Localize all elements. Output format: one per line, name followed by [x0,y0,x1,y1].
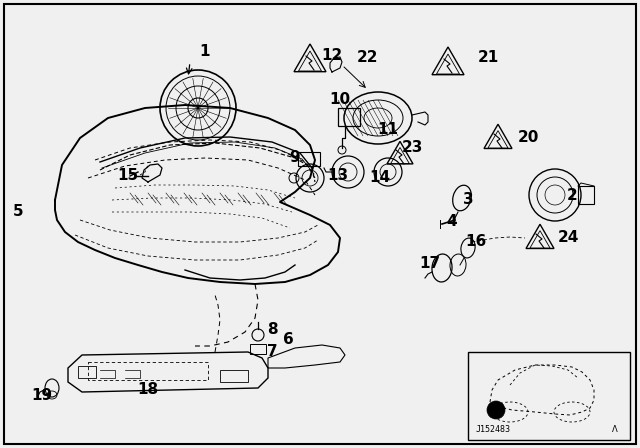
Bar [88,362,208,380]
Text: 15: 15 [117,168,139,182]
Text: 7: 7 [267,345,277,359]
Text: 6: 6 [283,332,293,348]
Text: 2: 2 [566,188,577,202]
Bar [468,352,630,440]
Bar [220,370,248,382]
Bar [250,344,266,354]
Text: 1: 1 [200,44,211,60]
Text: 4: 4 [447,215,458,229]
Text: 16: 16 [465,234,486,250]
Text: 8: 8 [267,323,277,337]
Text: 5: 5 [13,204,23,220]
Circle shape [487,401,505,419]
Text: 3: 3 [463,193,474,207]
Text: 24: 24 [557,231,579,246]
Text: 13: 13 [328,168,349,182]
Text: J152483: J152483 [476,425,511,434]
Text: 18: 18 [138,383,159,397]
Bar [298,152,320,166]
Text: 10: 10 [330,92,351,108]
Text: 9: 9 [290,151,300,165]
Text: Λ: Λ [612,425,618,434]
Text: 14: 14 [369,171,390,185]
Bar [78,366,96,378]
Bar [578,186,594,204]
Text: 19: 19 [31,388,52,402]
Text: 23: 23 [401,141,422,155]
Text: 21: 21 [477,51,499,65]
Text: 17: 17 [419,257,440,271]
Text: 22: 22 [357,51,379,65]
Text: 20: 20 [517,130,539,146]
Text: 11: 11 [378,122,399,138]
Text: 12: 12 [321,47,342,63]
Bar [338,108,360,126]
